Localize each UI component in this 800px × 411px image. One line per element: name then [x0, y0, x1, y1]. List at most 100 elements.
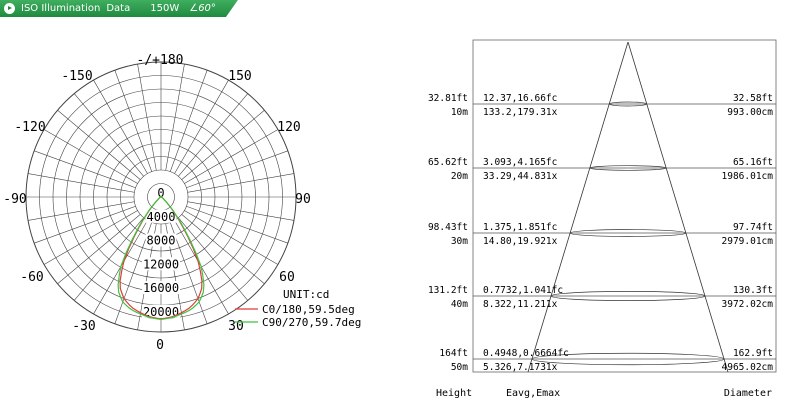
- beam-angle-value: 60°: [198, 3, 216, 14]
- polar-spoke: [184, 129, 279, 184]
- height-ft-label: 32.81ft: [428, 93, 468, 104]
- polar-spoke: [187, 201, 295, 221]
- polar-spoke: [93, 79, 148, 174]
- polar-diagram: 0 4000 8000 12000 16000 20000: [25, 61, 297, 333]
- angle-label-bottom: 0: [156, 338, 164, 353]
- polar-spoke: [178, 217, 249, 301]
- diameter-cm-label: 993.00cm: [727, 107, 773, 118]
- height-m-label: 30m: [451, 236, 468, 247]
- polar-spoke: [34, 150, 136, 189]
- illuminance-fc-label: 1.375,1.851fc: [483, 222, 557, 233]
- height-m-label: 10m: [451, 107, 468, 118]
- polar-spoke: [169, 70, 208, 172]
- polar-angle-labels: -/+180 -150 150 -120 120 -90 90 -60 60 -30 30 0 UNIT…: [3, 53, 361, 353]
- radial-tick-bg: [145, 209, 177, 223]
- diameter-ft-label: 65.16ft: [733, 157, 773, 168]
- illuminance-fc-label: 0.7732,1.041fc: [483, 285, 563, 296]
- polar-spoke: [27, 173, 135, 193]
- diameter-ft-label: 97.74ft: [733, 222, 773, 233]
- radial-tick-label: 8000: [147, 234, 176, 248]
- polar-spoke: [186, 150, 288, 189]
- cone-edge-right: [627, 41, 729, 373]
- height-m-label: 40m: [451, 299, 468, 310]
- polar-spoke: [34, 205, 136, 244]
- polar-spoke: [186, 205, 288, 244]
- illuminance-lx-label: 5.326,7.1731x: [483, 362, 558, 373]
- diameter-ft-label: 32.58ft: [733, 93, 773, 104]
- column-header-height: Height: [436, 388, 472, 399]
- play-icon: [4, 3, 15, 14]
- angle-label-left-lower: -60: [20, 270, 43, 285]
- height-m-label: 50m: [451, 362, 468, 373]
- radial-tick-bg: [145, 233, 177, 247]
- legend-entry: C0/180,59.5deg: [262, 303, 355, 316]
- height-ft-label: 98.43ft: [428, 222, 468, 233]
- polar-spoke: [114, 70, 153, 172]
- angle-label-left: -90: [3, 192, 26, 207]
- diameter-cm-label: 4965.02cm: [722, 362, 774, 373]
- radial-tick-label: 12000: [143, 257, 179, 271]
- polar-spoke: [57, 109, 141, 180]
- series-line-c90-270: [117, 196, 205, 321]
- radial-tick-bg: [142, 257, 180, 271]
- angle-label-top: -/+180: [137, 53, 184, 68]
- beam-ellipse: [589, 165, 667, 171]
- radial-tick-bg: [156, 186, 166, 199]
- angle-label-right-upper: 120: [277, 120, 300, 135]
- radial-tick-label: 4000: [147, 210, 176, 224]
- illuminance-fc-label: 3.093,4.165fc: [483, 157, 557, 168]
- diameter-ft-label: 130.3ft: [733, 285, 773, 296]
- diameter-cm-label: 2979.01cm: [722, 236, 774, 247]
- power-label: 150W: [150, 3, 180, 14]
- polar-spoke: [73, 217, 144, 301]
- polar-spoke: [43, 129, 138, 184]
- radial-tick-bg: [142, 281, 180, 295]
- column-header-diameter: Diameter: [724, 388, 772, 399]
- radial-tick-bg: [142, 304, 180, 318]
- polar-spoke: [137, 63, 157, 171]
- diameter-cm-label: 1986.01cm: [722, 171, 774, 182]
- beam-angle-label: ∠60°: [189, 3, 216, 14]
- illuminance-fc-label: 12.37,16.66fc: [483, 93, 557, 104]
- beam-ellipse: [550, 291, 706, 301]
- polar-spoke: [165, 63, 185, 171]
- beam-ellipse: [608, 101, 648, 107]
- illuminance-lx-label: 8.322,11.211x: [483, 299, 558, 310]
- radial-tick-label: 0: [157, 186, 164, 200]
- angle-label-right: 90: [295, 192, 311, 207]
- radial-tick-label: 16000: [143, 281, 179, 295]
- height-m-label: 20m: [451, 171, 468, 182]
- section-label: Data: [106, 3, 131, 14]
- height-ft-label: 65.62ft: [428, 157, 468, 168]
- diameter-cm-label: 3972.02cm: [722, 299, 774, 310]
- radial-tick-label: 20000: [143, 305, 179, 319]
- angle-label-upper-right: 150: [228, 69, 251, 84]
- polar-spoke: [181, 109, 265, 180]
- polar-spoke: [178, 93, 249, 177]
- polar-spoke: [43, 210, 138, 265]
- polar-spoke: [181, 214, 265, 285]
- column-header-eavg-emax: Eavg,Emax: [506, 388, 560, 399]
- product-label: ISO Illumination: [21, 3, 101, 14]
- illuminance-lx-label: 14.80,19.921x: [483, 236, 558, 247]
- polar-spoke: [184, 210, 279, 265]
- beam-ellipse: [569, 229, 687, 237]
- cone-edge-left: [527, 41, 629, 373]
- beam-ellipse: [531, 352, 725, 366]
- illuminance-cone-diagram: 32.81ft 10m 12.37,16.66fc 133.2,179.31x 32.5…: [428, 39, 777, 399]
- height-ft-label: 131.2ft: [428, 285, 468, 296]
- header-tab: ISO Illumination Data 150W ∠60°: [0, 0, 238, 17]
- legend-entry: C90/270,59.7deg: [262, 316, 361, 329]
- illuminance-fc-label: 0.4948,0.6664fc: [483, 348, 569, 359]
- illuminance-lx-label: 33.29,44.831x: [483, 171, 558, 182]
- polar-spoke: [27, 201, 135, 221]
- angle-label-upper-left: -150: [61, 69, 92, 84]
- angle-label-lower-left: -30: [72, 319, 95, 334]
- polar-spoke: [57, 214, 141, 285]
- polar-spoke: [187, 173, 295, 193]
- height-ft-label: 164ft: [439, 348, 468, 359]
- polar-spoke: [73, 93, 144, 177]
- polar-spoke: [174, 79, 229, 174]
- angle-label-lower-right: 30: [228, 319, 244, 334]
